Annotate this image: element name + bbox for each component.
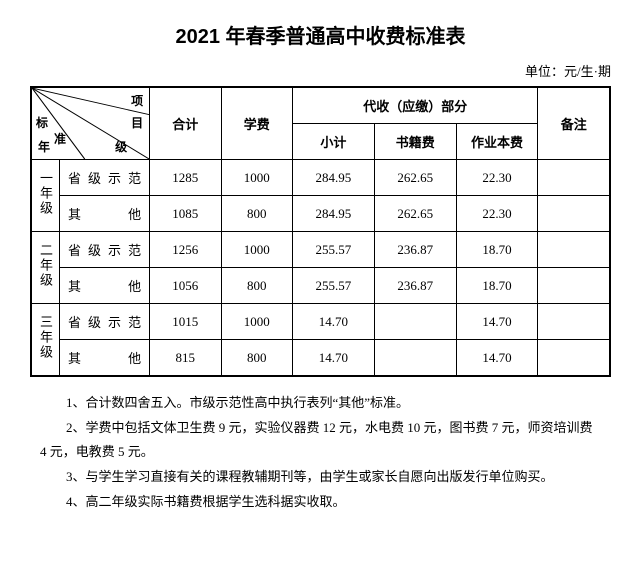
hdr-subtotal: 小计 xyxy=(292,124,374,160)
category-cell: 省级示范 xyxy=(59,160,149,196)
page-title: 2021 年春季普通高中收费标准表 xyxy=(30,20,611,49)
cell-subtotal: 284.95 xyxy=(292,196,374,232)
cell-book: 236.87 xyxy=(374,232,456,268)
category-cell: 省级示范 xyxy=(59,232,149,268)
cell-total: 815 xyxy=(150,340,221,377)
cell-total: 1085 xyxy=(150,196,221,232)
cell-subtotal: 284.95 xyxy=(292,160,374,196)
cell-hw: 18.70 xyxy=(456,268,538,304)
cell-hw: 14.70 xyxy=(456,340,538,377)
note-item: 2、学费中包括文体卫生费 9 元，实验仪器费 12 元，水电费 10 元，图书费… xyxy=(40,416,601,465)
cell-hw: 22.30 xyxy=(456,160,538,196)
cell-remark xyxy=(538,304,610,340)
cell-tuition: 800 xyxy=(221,268,292,304)
cell-hw: 14.70 xyxy=(456,304,538,340)
table-row: 二年级 省级示范 1256 1000 255.57 236.87 18.70 xyxy=(31,232,610,268)
table-row: 其 他 815 800 14.70 14.70 xyxy=(31,340,610,377)
unit-label: 单位：元/生·期 xyxy=(30,61,611,80)
cell-book: 262.65 xyxy=(374,196,456,232)
grade-label: 二年级 xyxy=(36,243,55,288)
table-row: 其 他 1056 800 255.57 236.87 18.70 xyxy=(31,268,610,304)
cell-subtotal: 255.57 xyxy=(292,268,374,304)
note-item: 1、合计数四舍五入。市级示范性高中执行表列“其他”标准。 xyxy=(40,391,601,416)
category-cell: 其 他 xyxy=(59,196,149,232)
cell-book: 236.87 xyxy=(374,268,456,304)
cell-remark xyxy=(538,340,610,377)
cell-subtotal: 255.57 xyxy=(292,232,374,268)
fee-table: 项 目 标 准 年 级 合计 学费 代收（应缴）部分 备注 小计 书籍费 作业本… xyxy=(30,86,611,377)
hdr-tuition: 学费 xyxy=(221,87,292,160)
cell-hw: 18.70 xyxy=(456,232,538,268)
hdr-total: 合计 xyxy=(150,87,221,160)
cell-total: 1015 xyxy=(150,304,221,340)
notes-section: 1、合计数四舍五入。市级示范性高中执行表列“其他”标准。 2、学费中包括文体卫生… xyxy=(30,391,611,514)
cell-total: 1056 xyxy=(150,268,221,304)
hdr-grade: 级 xyxy=(115,138,127,155)
cell-remark xyxy=(538,160,610,196)
cell-tuition: 1000 xyxy=(221,160,292,196)
hdr-hw: 作业本费 xyxy=(456,124,538,160)
cell-remark xyxy=(538,196,610,232)
cell-remark xyxy=(538,232,610,268)
hdr-collect-group: 代收（应缴）部分 xyxy=(292,87,537,124)
cell-tuition: 1000 xyxy=(221,232,292,268)
note-item: 3、与学生学习直接有关的课程教辅期刊等，由学生或家长自愿向出版发行单位购买。 xyxy=(40,465,601,490)
category-cell: 其 他 xyxy=(59,268,149,304)
category-cell: 省级示范 xyxy=(59,304,149,340)
hdr-year: 年 xyxy=(38,138,50,155)
cell-book: 262.65 xyxy=(374,160,456,196)
cell-total: 1285 xyxy=(150,160,221,196)
table-row: 其 他 1085 800 284.95 262.65 22.30 xyxy=(31,196,610,232)
hdr-std: 标 xyxy=(36,114,48,131)
hdr-zhun: 准 xyxy=(54,130,66,147)
cell-remark xyxy=(538,268,610,304)
hdr-proj: 项 xyxy=(131,92,143,109)
table-row: 三年级 省级示范 1015 1000 14.70 14.70 xyxy=(31,304,610,340)
cell-tuition: 800 xyxy=(221,340,292,377)
note-item: 4、高二年级实际书籍费根据学生选科据实收取。 xyxy=(40,490,601,515)
table-row: 一年级 省级示范 1285 1000 284.95 262.65 22.30 xyxy=(31,160,610,196)
cell-subtotal: 14.70 xyxy=(292,304,374,340)
cell-book xyxy=(374,340,456,377)
cell-tuition: 1000 xyxy=(221,304,292,340)
grade-label: 一年级 xyxy=(36,171,55,216)
hdr-book: 书籍费 xyxy=(374,124,456,160)
category-cell: 其 他 xyxy=(59,340,149,377)
hdr-item: 目 xyxy=(131,114,143,131)
grade-label: 三年级 xyxy=(36,315,55,360)
cell-total: 1256 xyxy=(150,232,221,268)
hdr-remark: 备注 xyxy=(538,87,610,160)
header-diagonal: 项 目 标 准 年 级 xyxy=(31,87,150,160)
cell-subtotal: 14.70 xyxy=(292,340,374,377)
cell-tuition: 800 xyxy=(221,196,292,232)
cell-hw: 22.30 xyxy=(456,196,538,232)
cell-book xyxy=(374,304,456,340)
